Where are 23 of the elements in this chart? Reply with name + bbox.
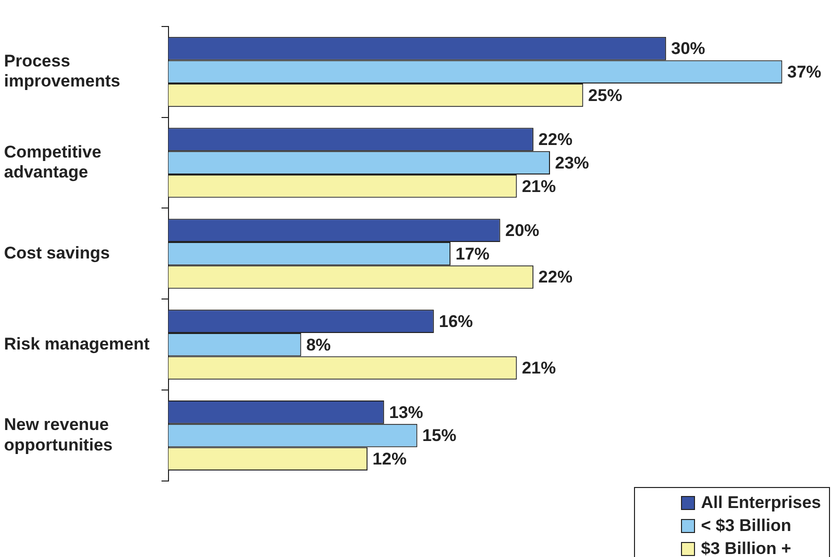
data-label: 22%	[538, 268, 572, 287]
data-label: 22%	[538, 130, 572, 150]
data-label: 21%	[522, 358, 556, 378]
data-label: 12%	[372, 450, 407, 469]
y-tick-label: Competitive advantage	[4, 142, 102, 182]
legend-label: $3 Billion +	[701, 538, 792, 557]
data-label: 17%	[455, 244, 490, 264]
data-label: 20%	[505, 221, 540, 240]
data-label: 15%	[422, 426, 456, 446]
data-label: 8%	[306, 335, 331, 354]
data-label: 25%	[588, 86, 622, 105]
legend-label: All Enterprises	[701, 492, 821, 514]
data-label: 21%	[522, 176, 556, 196]
data-label: 37%	[787, 62, 822, 82]
y-tick-label: New revenue opportunities	[4, 415, 113, 454]
data-label: 13%	[389, 402, 424, 422]
data-label: 23%	[555, 153, 590, 172]
y-tick-label: Risk management	[4, 334, 150, 354]
y-tick-label: Cost savings	[4, 243, 110, 262]
data-label: 16%	[438, 312, 473, 331]
data-label: 30%	[671, 39, 706, 58]
y-tick-label: Process improvements	[4, 51, 120, 91]
legend-label: < $3 Billion	[701, 515, 792, 537]
